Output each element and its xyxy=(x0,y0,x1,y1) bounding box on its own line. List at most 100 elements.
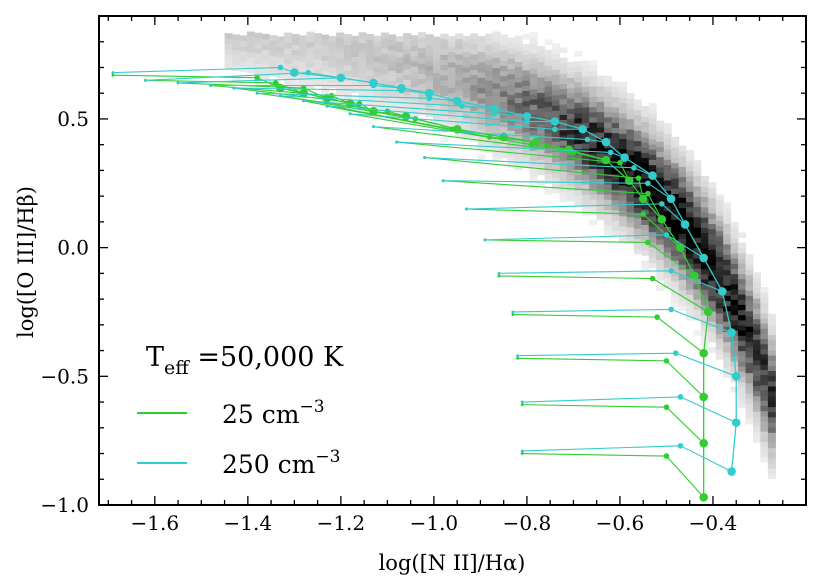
histogram-cell xyxy=(485,126,494,133)
histogram-cell xyxy=(395,46,404,53)
histogram-cell xyxy=(566,67,575,73)
histogram-cell xyxy=(462,102,471,109)
histogram-cell xyxy=(313,69,322,75)
histogram-cell xyxy=(678,161,687,167)
histogram-cell xyxy=(760,410,769,417)
histogram-cell xyxy=(529,42,538,49)
track-mid-point xyxy=(631,165,637,171)
histogram-cell xyxy=(693,160,702,166)
histogram-cell xyxy=(767,422,776,428)
histogram-cell xyxy=(648,102,657,109)
histogram-cell xyxy=(648,262,657,269)
histogram-cell xyxy=(410,35,419,41)
track-segment xyxy=(210,84,332,97)
histogram-cell xyxy=(753,272,761,278)
histogram-cell xyxy=(633,207,642,214)
histogram-cell xyxy=(522,85,531,91)
track-mid-point xyxy=(654,314,660,320)
histogram-cell xyxy=(552,89,560,96)
histogram-cell xyxy=(611,86,620,92)
histogram-cell xyxy=(604,199,613,205)
histogram-cell xyxy=(671,178,680,184)
histogram-cell xyxy=(686,211,694,218)
histogram-cell xyxy=(648,210,657,217)
histogram-cell xyxy=(589,91,598,97)
histogram-cell xyxy=(767,370,776,377)
histogram-cell xyxy=(753,390,761,397)
track-start-point xyxy=(232,86,236,90)
histogram-cell xyxy=(321,80,330,87)
sequence-point xyxy=(401,112,411,121)
histogram-cell xyxy=(514,143,523,150)
histogram-cell xyxy=(723,326,732,332)
histogram-cell xyxy=(700,294,709,300)
histogram-cell xyxy=(648,185,657,191)
histogram-cell xyxy=(745,300,754,307)
histogram-cell xyxy=(299,40,307,47)
histogram-cell xyxy=(514,97,523,104)
histogram-cell xyxy=(760,333,769,339)
histogram-cell xyxy=(544,101,553,107)
histogram-cell xyxy=(477,144,486,150)
histogram-cell xyxy=(708,274,717,281)
histogram-cell xyxy=(641,209,650,215)
histogram-cell xyxy=(738,288,747,295)
sequence-point xyxy=(676,243,685,252)
histogram-cell xyxy=(663,128,672,135)
histogram-cell xyxy=(537,143,546,150)
histogram-cell xyxy=(678,305,687,311)
histogram-cell xyxy=(358,52,367,59)
histogram-cell xyxy=(708,290,717,297)
histogram-cell xyxy=(514,45,523,52)
histogram-cell xyxy=(663,246,672,253)
histogram-cell xyxy=(537,113,546,119)
histogram-cell xyxy=(343,90,352,97)
histogram-cell xyxy=(514,71,523,78)
histogram-cell xyxy=(760,292,769,298)
histogram-cell xyxy=(656,239,665,245)
histogram-cell xyxy=(574,61,583,67)
track-segment xyxy=(373,126,588,141)
histogram-cell xyxy=(678,202,687,209)
histogram-cell xyxy=(395,77,404,84)
histogram-cell xyxy=(760,446,769,453)
histogram-cell xyxy=(760,287,769,293)
sequence-point xyxy=(731,418,741,427)
histogram-cell xyxy=(410,45,419,52)
histogram-cell xyxy=(485,44,494,50)
histogram-cell xyxy=(537,87,546,93)
histogram-cell xyxy=(648,236,657,243)
histogram-cell xyxy=(693,221,702,228)
histogram-cell xyxy=(522,33,531,40)
histogram-cell xyxy=(678,253,687,260)
sequence-segment xyxy=(730,422,737,472)
histogram-cell xyxy=(380,47,389,54)
histogram-cell xyxy=(686,289,694,295)
histogram-cell xyxy=(663,262,672,268)
histogram-cell xyxy=(462,97,471,104)
histogram-cell xyxy=(291,44,300,50)
histogram-cell xyxy=(596,194,605,200)
track-start-point xyxy=(395,140,399,144)
histogram-cell xyxy=(753,354,761,361)
histogram-cell xyxy=(499,86,508,92)
histogram-cell xyxy=(499,147,508,154)
sequence-point xyxy=(290,68,299,77)
histogram-cell xyxy=(641,250,650,256)
x-axis-label: log([N II]/Hα) xyxy=(379,551,526,575)
histogram-cell xyxy=(537,66,546,73)
histogram-cell xyxy=(745,408,754,415)
histogram-cell xyxy=(566,139,575,145)
histogram-cell xyxy=(574,81,583,88)
histogram-cell xyxy=(440,110,449,117)
histogram-cell xyxy=(492,144,501,151)
histogram-cell xyxy=(410,86,419,93)
histogram-cell xyxy=(566,77,575,84)
histogram-cell xyxy=(686,294,694,300)
sequence-segment xyxy=(670,198,686,225)
histogram-cell xyxy=(678,186,687,193)
histogram-cell xyxy=(552,161,560,168)
histogram-cell xyxy=(410,112,419,119)
histogram-cell xyxy=(723,238,732,245)
track-segment xyxy=(233,87,402,92)
